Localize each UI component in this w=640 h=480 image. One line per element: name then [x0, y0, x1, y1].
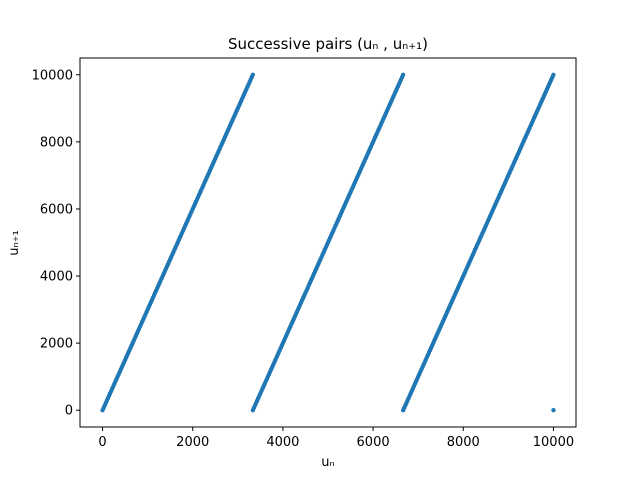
y-tick-label: 8000 [40, 135, 73, 150]
data-point [551, 72, 556, 78]
y-tick-label: 2000 [40, 337, 73, 352]
data-point [250, 72, 256, 78]
x-tick-label: 2000 [176, 435, 209, 450]
y-axis: 0 2000 4000 6000 8000 10000 [32, 68, 80, 419]
y-tick-label: 0 [65, 404, 73, 419]
x-tick-label: 10000 [533, 435, 574, 450]
y-tick-label: 10000 [32, 68, 73, 83]
scatter-points [100, 72, 556, 413]
y-axis-label: uₙ₊₁ [7, 230, 22, 256]
data-point [551, 408, 556, 413]
x-tick-label: 8000 [447, 435, 480, 450]
x-tick-label: 0 [98, 435, 106, 450]
data-point [400, 72, 406, 78]
x-tick-label: 6000 [357, 435, 390, 450]
x-axis-label: uₙ [321, 455, 334, 470]
y-tick-label: 6000 [40, 202, 73, 217]
plot-frame [79, 57, 577, 428]
y-tick-label: 4000 [40, 270, 73, 285]
chart-title: Successive pairs (uₙ , uₙ₊₁) [228, 35, 428, 53]
x-axis: 0 2000 4000 6000 8000 10000 [98, 427, 574, 450]
x-tick-label: 4000 [266, 435, 299, 450]
